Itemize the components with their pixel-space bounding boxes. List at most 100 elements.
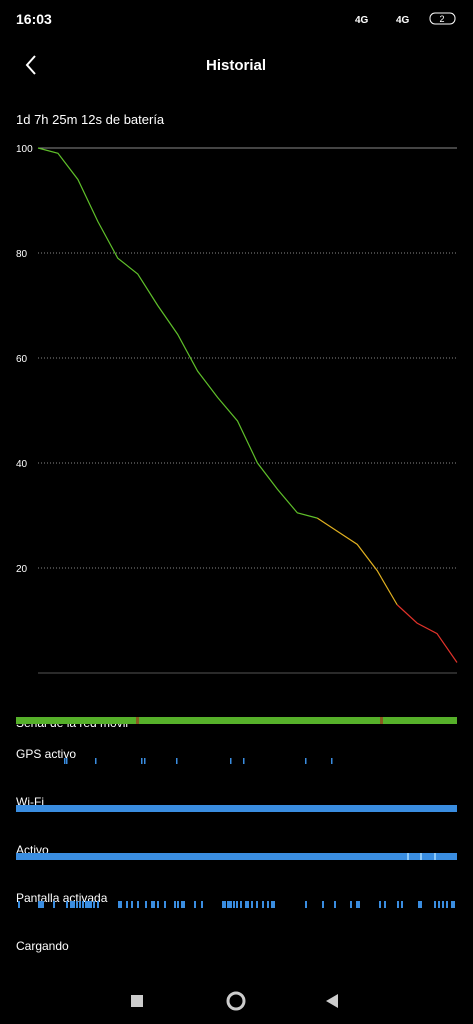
track-tick xyxy=(322,901,324,908)
track-tick xyxy=(305,901,307,908)
track-tick xyxy=(145,901,147,908)
recents-button[interactable] xyxy=(131,995,143,1007)
track-bar xyxy=(16,717,457,724)
track-tick xyxy=(438,901,440,908)
track-tick xyxy=(118,901,122,908)
track-tick xyxy=(350,901,352,908)
y-tick-label: 60 xyxy=(16,354,28,365)
track-gap xyxy=(434,853,436,860)
chart: 20 40 60 80 100 xyxy=(16,144,458,674)
track-bar xyxy=(16,805,457,812)
track-tick xyxy=(446,901,448,908)
track-tick xyxy=(236,901,238,908)
track-tick xyxy=(379,901,381,908)
track-tick xyxy=(85,901,89,908)
track-tick xyxy=(95,758,97,764)
track-tick xyxy=(174,901,176,908)
track-tick xyxy=(230,758,232,764)
track-tick xyxy=(271,901,275,908)
track-tick xyxy=(90,901,92,908)
track-tick xyxy=(79,901,81,908)
track-tick xyxy=(76,901,78,908)
y-tick-label: 40 xyxy=(16,459,28,470)
track-tick xyxy=(70,901,74,908)
track-tick xyxy=(40,901,42,908)
track-tick xyxy=(233,901,235,908)
track-tick xyxy=(401,901,403,908)
track-tick xyxy=(305,758,307,764)
track-tick xyxy=(176,758,178,764)
y-tick-label: 80 xyxy=(16,249,28,260)
y-tick-label: 100 xyxy=(16,144,33,155)
track-tick xyxy=(251,901,253,908)
track-tick xyxy=(334,901,336,908)
track-tick xyxy=(418,901,422,908)
track-tick xyxy=(66,758,68,764)
track-tick xyxy=(256,901,258,908)
track-tick xyxy=(267,901,269,908)
track-tick xyxy=(201,901,203,908)
tracks: Señal de la red móvilGPS activoWi-FiActi… xyxy=(16,716,457,953)
page-title: Historial xyxy=(206,57,266,74)
back-nav-button[interactable] xyxy=(326,994,338,1008)
track-segment xyxy=(136,717,139,724)
network: 4G xyxy=(355,15,369,26)
track-gap xyxy=(407,853,409,860)
track-tick xyxy=(181,901,185,908)
track-tick xyxy=(82,901,84,908)
track-tick xyxy=(131,901,133,908)
track-tick xyxy=(73,901,75,908)
track-tick xyxy=(164,901,166,908)
summary: 1d 7h 25m 12s de batería xyxy=(16,112,165,127)
battery-icon xyxy=(429,12,456,25)
track-segment xyxy=(380,717,383,724)
track-tick xyxy=(66,901,68,908)
battery-level: 2 xyxy=(439,14,444,24)
track-tick xyxy=(97,901,99,908)
track-tick xyxy=(230,901,232,908)
back-button[interactable] xyxy=(25,55,36,75)
track-tick xyxy=(262,901,264,908)
track-tick xyxy=(151,901,155,908)
track-bar xyxy=(16,853,457,860)
network: 4G xyxy=(396,15,410,26)
track-tick xyxy=(384,901,386,908)
track-tick xyxy=(331,758,333,764)
track-tick xyxy=(88,901,90,908)
track-gap xyxy=(420,853,422,860)
track-tick xyxy=(442,901,444,908)
track-tick xyxy=(434,901,436,908)
track-tick xyxy=(137,901,139,908)
track-tick xyxy=(53,901,55,908)
y-tick-label: 20 xyxy=(16,564,28,575)
battery-line xyxy=(396,604,458,663)
track-tick xyxy=(397,901,399,908)
track-tick xyxy=(144,758,146,764)
track-label: Cargando xyxy=(16,939,69,953)
track-tick xyxy=(126,901,128,908)
track-tick xyxy=(141,758,143,764)
track-tick xyxy=(42,901,44,908)
track-tick xyxy=(222,901,224,908)
track-tick xyxy=(93,901,95,908)
track-tick xyxy=(157,901,159,908)
track-tick xyxy=(451,901,455,908)
track-tick xyxy=(356,901,360,908)
track-tick xyxy=(227,901,231,908)
track-tick xyxy=(64,758,66,764)
home-button[interactable] xyxy=(226,991,246,1011)
track-tick xyxy=(245,901,249,908)
track-tick xyxy=(224,901,226,908)
track-tick xyxy=(240,901,242,908)
battery-line xyxy=(37,147,318,519)
track-tick xyxy=(18,901,20,908)
track-tick xyxy=(243,758,245,764)
track-tick xyxy=(194,901,196,908)
track-tick xyxy=(177,901,179,908)
track-label: GPS activo xyxy=(16,747,76,761)
battery-line xyxy=(317,517,398,606)
clock: 16:03 xyxy=(16,11,52,27)
